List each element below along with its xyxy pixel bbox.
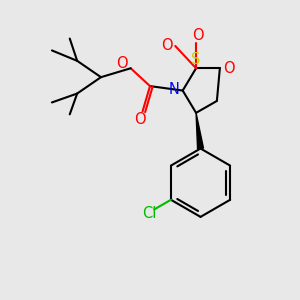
Text: N: N [169,82,180,97]
Polygon shape [196,113,203,149]
Text: O: O [116,56,128,71]
Text: Cl: Cl [142,206,157,221]
Text: S: S [191,52,201,67]
Text: O: O [134,112,146,127]
Text: O: O [224,61,235,76]
Text: O: O [161,38,173,53]
Text: O: O [192,28,203,43]
